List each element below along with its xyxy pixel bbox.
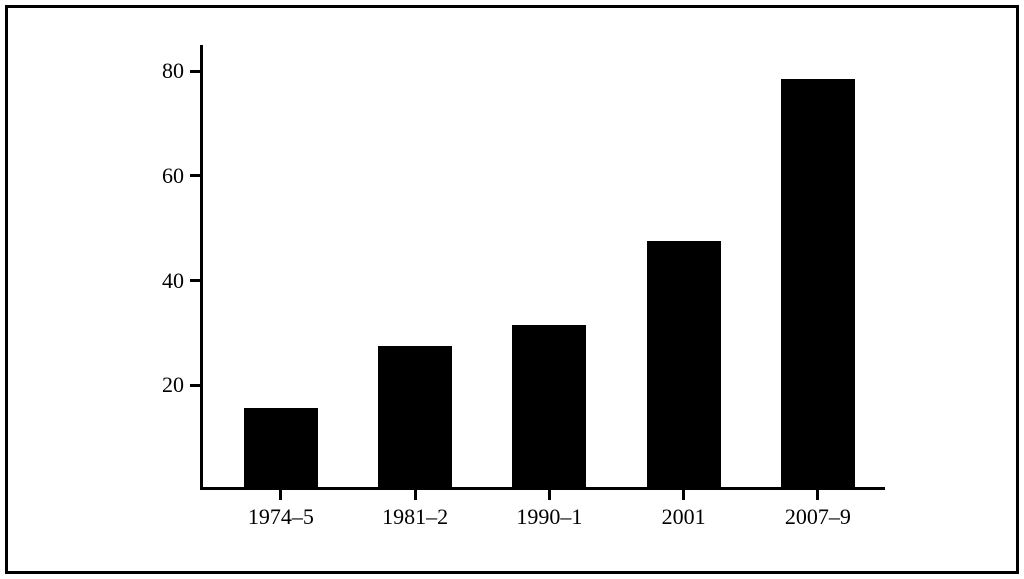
x-axis-label: 1974–5: [248, 504, 314, 530]
x-axis-label: 1981–2: [382, 504, 448, 530]
x-tick: [682, 490, 685, 500]
bar: [512, 325, 586, 487]
chart-plot-area: 204060801974–51981–21990–120012007–9: [200, 45, 885, 490]
y-axis-label: 80: [139, 58, 184, 84]
y-tick: [190, 174, 200, 177]
x-tick: [548, 490, 551, 500]
y-axis-label: 20: [139, 372, 184, 398]
x-tick: [816, 490, 819, 500]
bar: [244, 408, 318, 487]
y-axis-label: 60: [139, 163, 184, 189]
bar: [647, 241, 721, 487]
x-tick: [279, 490, 282, 500]
y-axis: [200, 45, 203, 490]
y-axis-label: 40: [139, 268, 184, 294]
x-axis-label: 1990–1: [516, 504, 582, 530]
x-axis: [200, 487, 885, 490]
y-tick: [190, 384, 200, 387]
x-tick: [414, 490, 417, 500]
bar: [781, 79, 855, 487]
x-axis-label: 2007–9: [785, 504, 851, 530]
y-tick: [190, 279, 200, 282]
bar: [378, 346, 452, 487]
x-axis-label: 2001: [662, 504, 706, 530]
y-tick: [190, 70, 200, 73]
